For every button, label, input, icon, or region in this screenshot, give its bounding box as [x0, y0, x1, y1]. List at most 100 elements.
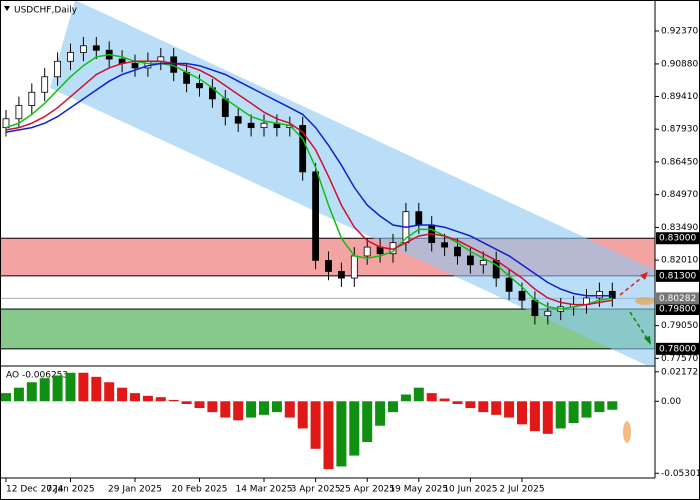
ao-tick-label: 0.00 — [661, 397, 681, 407]
ao-bar — [91, 376, 102, 402]
ao-bar — [594, 401, 605, 413]
ao-bar — [581, 401, 592, 418]
y-tick-label: 0.79050 — [661, 321, 698, 331]
candle-body — [299, 125, 307, 173]
candle-body — [544, 310, 552, 317]
ao-bar — [413, 387, 424, 402]
y-tick-label: 0.87930 — [661, 125, 698, 135]
ao-bar — [259, 401, 269, 415]
candle-body — [531, 299, 539, 317]
x-tick-label: 19 May 2025 — [389, 485, 448, 495]
level-label: 0.81300 — [659, 271, 696, 281]
candle-body — [260, 122, 268, 129]
moving-average — [5, 53, 613, 310]
ao-bar — [478, 401, 489, 413]
y-tick-label: 0.86450 — [661, 157, 698, 167]
ao-bar — [142, 395, 153, 402]
candle-body — [247, 122, 255, 129]
candle-body — [221, 98, 229, 117]
y-tick-label: 0.90880 — [661, 59, 698, 69]
highlight — [623, 421, 631, 443]
candle-body — [15, 105, 23, 120]
down-arrow-head — [644, 336, 651, 345]
ao-bar — [517, 401, 527, 425]
highlight — [635, 297, 655, 305]
moving-average — [5, 62, 613, 297]
candle-body — [92, 45, 100, 51]
ao-bar — [336, 401, 347, 467]
ao-bar — [271, 401, 282, 413]
y-tick-label: 0.84970 — [661, 190, 698, 200]
down-arrow — [629, 311, 649, 341]
ao-bar — [168, 399, 179, 402]
y-tick-label: 0.83490 — [661, 223, 698, 233]
ao-bar — [78, 372, 89, 402]
level-label-bg — [656, 342, 699, 355]
level-label-bg — [656, 269, 699, 282]
candle-body — [325, 259, 332, 272]
ao-bar — [65, 372, 76, 402]
candle-body — [54, 60, 61, 78]
up-arrow — [619, 274, 646, 296]
ao-bar — [52, 375, 63, 402]
ao-tick-label: -0.053013 — [661, 469, 700, 479]
candle-body — [67, 52, 74, 62]
ao-bar — [388, 401, 398, 413]
x-tick-label: 10 Jun 2025 — [443, 485, 497, 495]
ao-bar — [155, 397, 166, 402]
candle-body — [505, 277, 513, 292]
ao-bar — [246, 401, 257, 418]
x-tick-label: 20 Feb 2025 — [171, 485, 227, 495]
x-tick-label: 3 Apr 2025 — [291, 485, 341, 495]
ao-bar — [491, 401, 502, 415]
level-label: 0.83000 — [659, 234, 696, 244]
ao-bar — [349, 401, 360, 456]
candle-body — [479, 259, 487, 266]
ao-bar — [426, 393, 437, 402]
level-label-bg — [656, 303, 699, 316]
up-arrow-head — [640, 272, 648, 280]
candle-body — [454, 246, 461, 257]
ao-bar — [542, 401, 553, 434]
candle-body — [441, 242, 449, 248]
candle-body — [2, 118, 10, 129]
level-label-bg — [656, 292, 699, 305]
y-tick-label: 0.77570 — [661, 354, 698, 364]
x-tick-label: 2 Jul 2025 — [499, 485, 544, 495]
ao-bar — [400, 394, 411, 402]
ao-bar — [233, 401, 244, 421]
ao-bar — [362, 401, 373, 443]
y-tick-label: 0.92370 — [661, 26, 698, 36]
ao-bar — [207, 401, 218, 413]
level-label-bg — [656, 232, 699, 245]
ao-bar — [130, 393, 140, 402]
ao-bar — [465, 401, 476, 409]
ao-bar — [181, 401, 192, 404]
candle-body — [131, 63, 139, 69]
candle-body — [518, 290, 526, 301]
ao-bar — [1, 393, 11, 402]
level-label: 0.79800 — [659, 305, 696, 315]
y-tick-label: 0.89410 — [661, 92, 698, 102]
x-tick-label: 25 Apr 2025 — [339, 485, 395, 495]
ao-label: AO -0.006253 — [6, 371, 68, 381]
ao-bar — [104, 382, 115, 402]
ao-bar — [607, 401, 618, 410]
candle-body — [80, 45, 87, 53]
ao-tick-label: 0.021722 — [661, 367, 700, 377]
candle-body — [466, 255, 474, 266]
candle-body — [608, 290, 616, 299]
symbol-icon — [4, 6, 10, 11]
candle-body — [415, 211, 423, 226]
candle-body — [312, 171, 320, 261]
candle-body — [196, 82, 203, 89]
ao-bar — [310, 401, 321, 449]
ao-bar — [375, 401, 386, 426]
ao-bar — [117, 387, 128, 402]
chart-title: USDCHF,Daily — [14, 6, 78, 16]
x-tick-label: 7 Jan 2025 — [46, 485, 94, 495]
candle-body — [363, 246, 371, 257]
ao-bar — [220, 401, 231, 418]
ao-bar — [39, 378, 50, 402]
